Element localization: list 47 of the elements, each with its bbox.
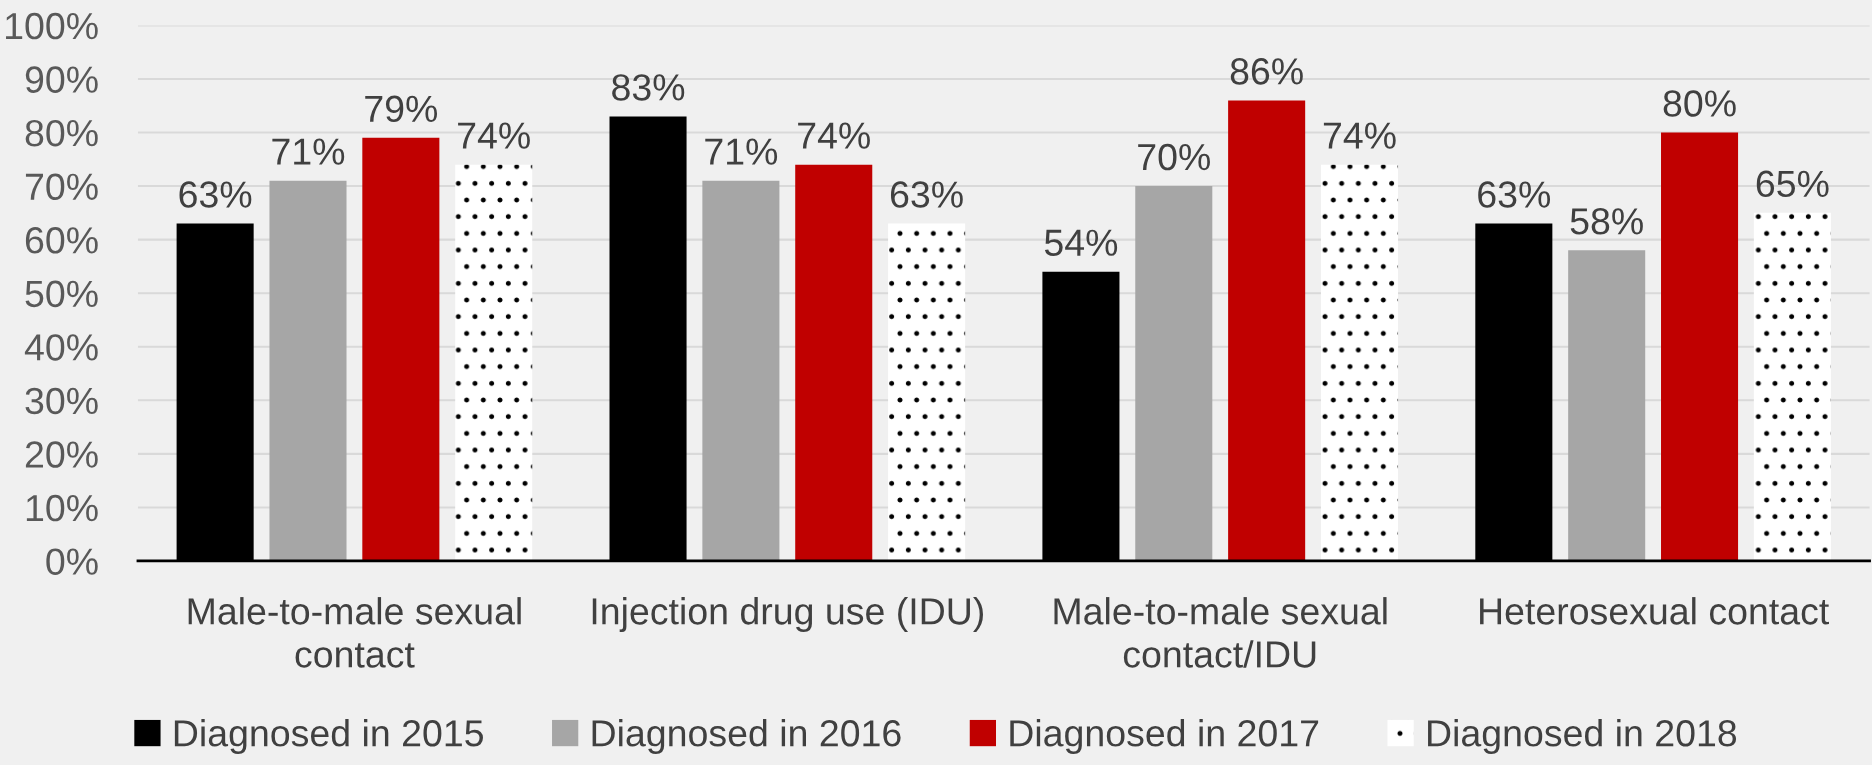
bar <box>795 164 873 561</box>
y-tick-label: 70% <box>25 173 98 201</box>
bar <box>1568 250 1646 561</box>
data-label: 86% <box>1230 58 1303 85</box>
data-label: 70% <box>1138 143 1210 171</box>
y-tick-label: 80% <box>25 119 98 147</box>
bar <box>702 180 780 561</box>
data-label: 79% <box>365 95 438 123</box>
y-tick-label: 40% <box>24 334 98 361</box>
x-tick-label: Male-to-male sexual contact <box>188 597 521 668</box>
data-label: 74% <box>798 122 870 149</box>
y-tick-label: 90% <box>25 66 98 93</box>
x-tick-label: Injection drug use (IDU) <box>592 597 983 633</box>
legend-label: Diagnosed in 2018 <box>1428 719 1737 754</box>
x-tick-label: Male-to-male sexual contact/IDU <box>1054 597 1387 668</box>
data-label: 63% <box>179 181 252 208</box>
bar <box>269 180 347 561</box>
data-label: 83% <box>612 74 685 101</box>
data-label: 63% <box>1478 181 1551 208</box>
y-tick-label: 0% <box>46 548 98 575</box>
data-label: 65% <box>1756 170 1829 198</box>
data-label: 80% <box>1663 90 1736 117</box>
data-label: 71% <box>272 138 345 165</box>
legend-label: Diagnosed in 2017 <box>1010 719 1319 754</box>
data-label: 74% <box>1323 122 1396 149</box>
y-tick-label: 60% <box>25 227 98 254</box>
legend-label: Diagnosed in 2015 <box>174 719 483 754</box>
data-label: 54% <box>1044 229 1118 257</box>
y-tick-label: 10% <box>26 494 98 522</box>
data-label: 63% <box>890 181 963 208</box>
bar <box>1320 164 1399 561</box>
bar <box>362 137 440 561</box>
y-tick-label: 20% <box>25 441 98 468</box>
data-label: 74% <box>458 122 530 149</box>
bar <box>1135 186 1213 561</box>
bar <box>455 164 533 561</box>
bar <box>1753 212 1831 561</box>
y-tick-label: 50% <box>25 280 98 308</box>
data-label: 58% <box>1570 208 1643 235</box>
bar <box>1661 132 1739 561</box>
y-tick-label: 100% <box>6 12 98 40</box>
bar <box>888 223 966 561</box>
bar <box>1228 100 1306 561</box>
y-tick-label: 30% <box>25 387 98 415</box>
data-label: 71% <box>705 138 778 165</box>
legend-label: Diagnosed in 2016 <box>592 719 901 754</box>
x-tick-label: Heterosexual contact <box>1480 597 1829 625</box>
